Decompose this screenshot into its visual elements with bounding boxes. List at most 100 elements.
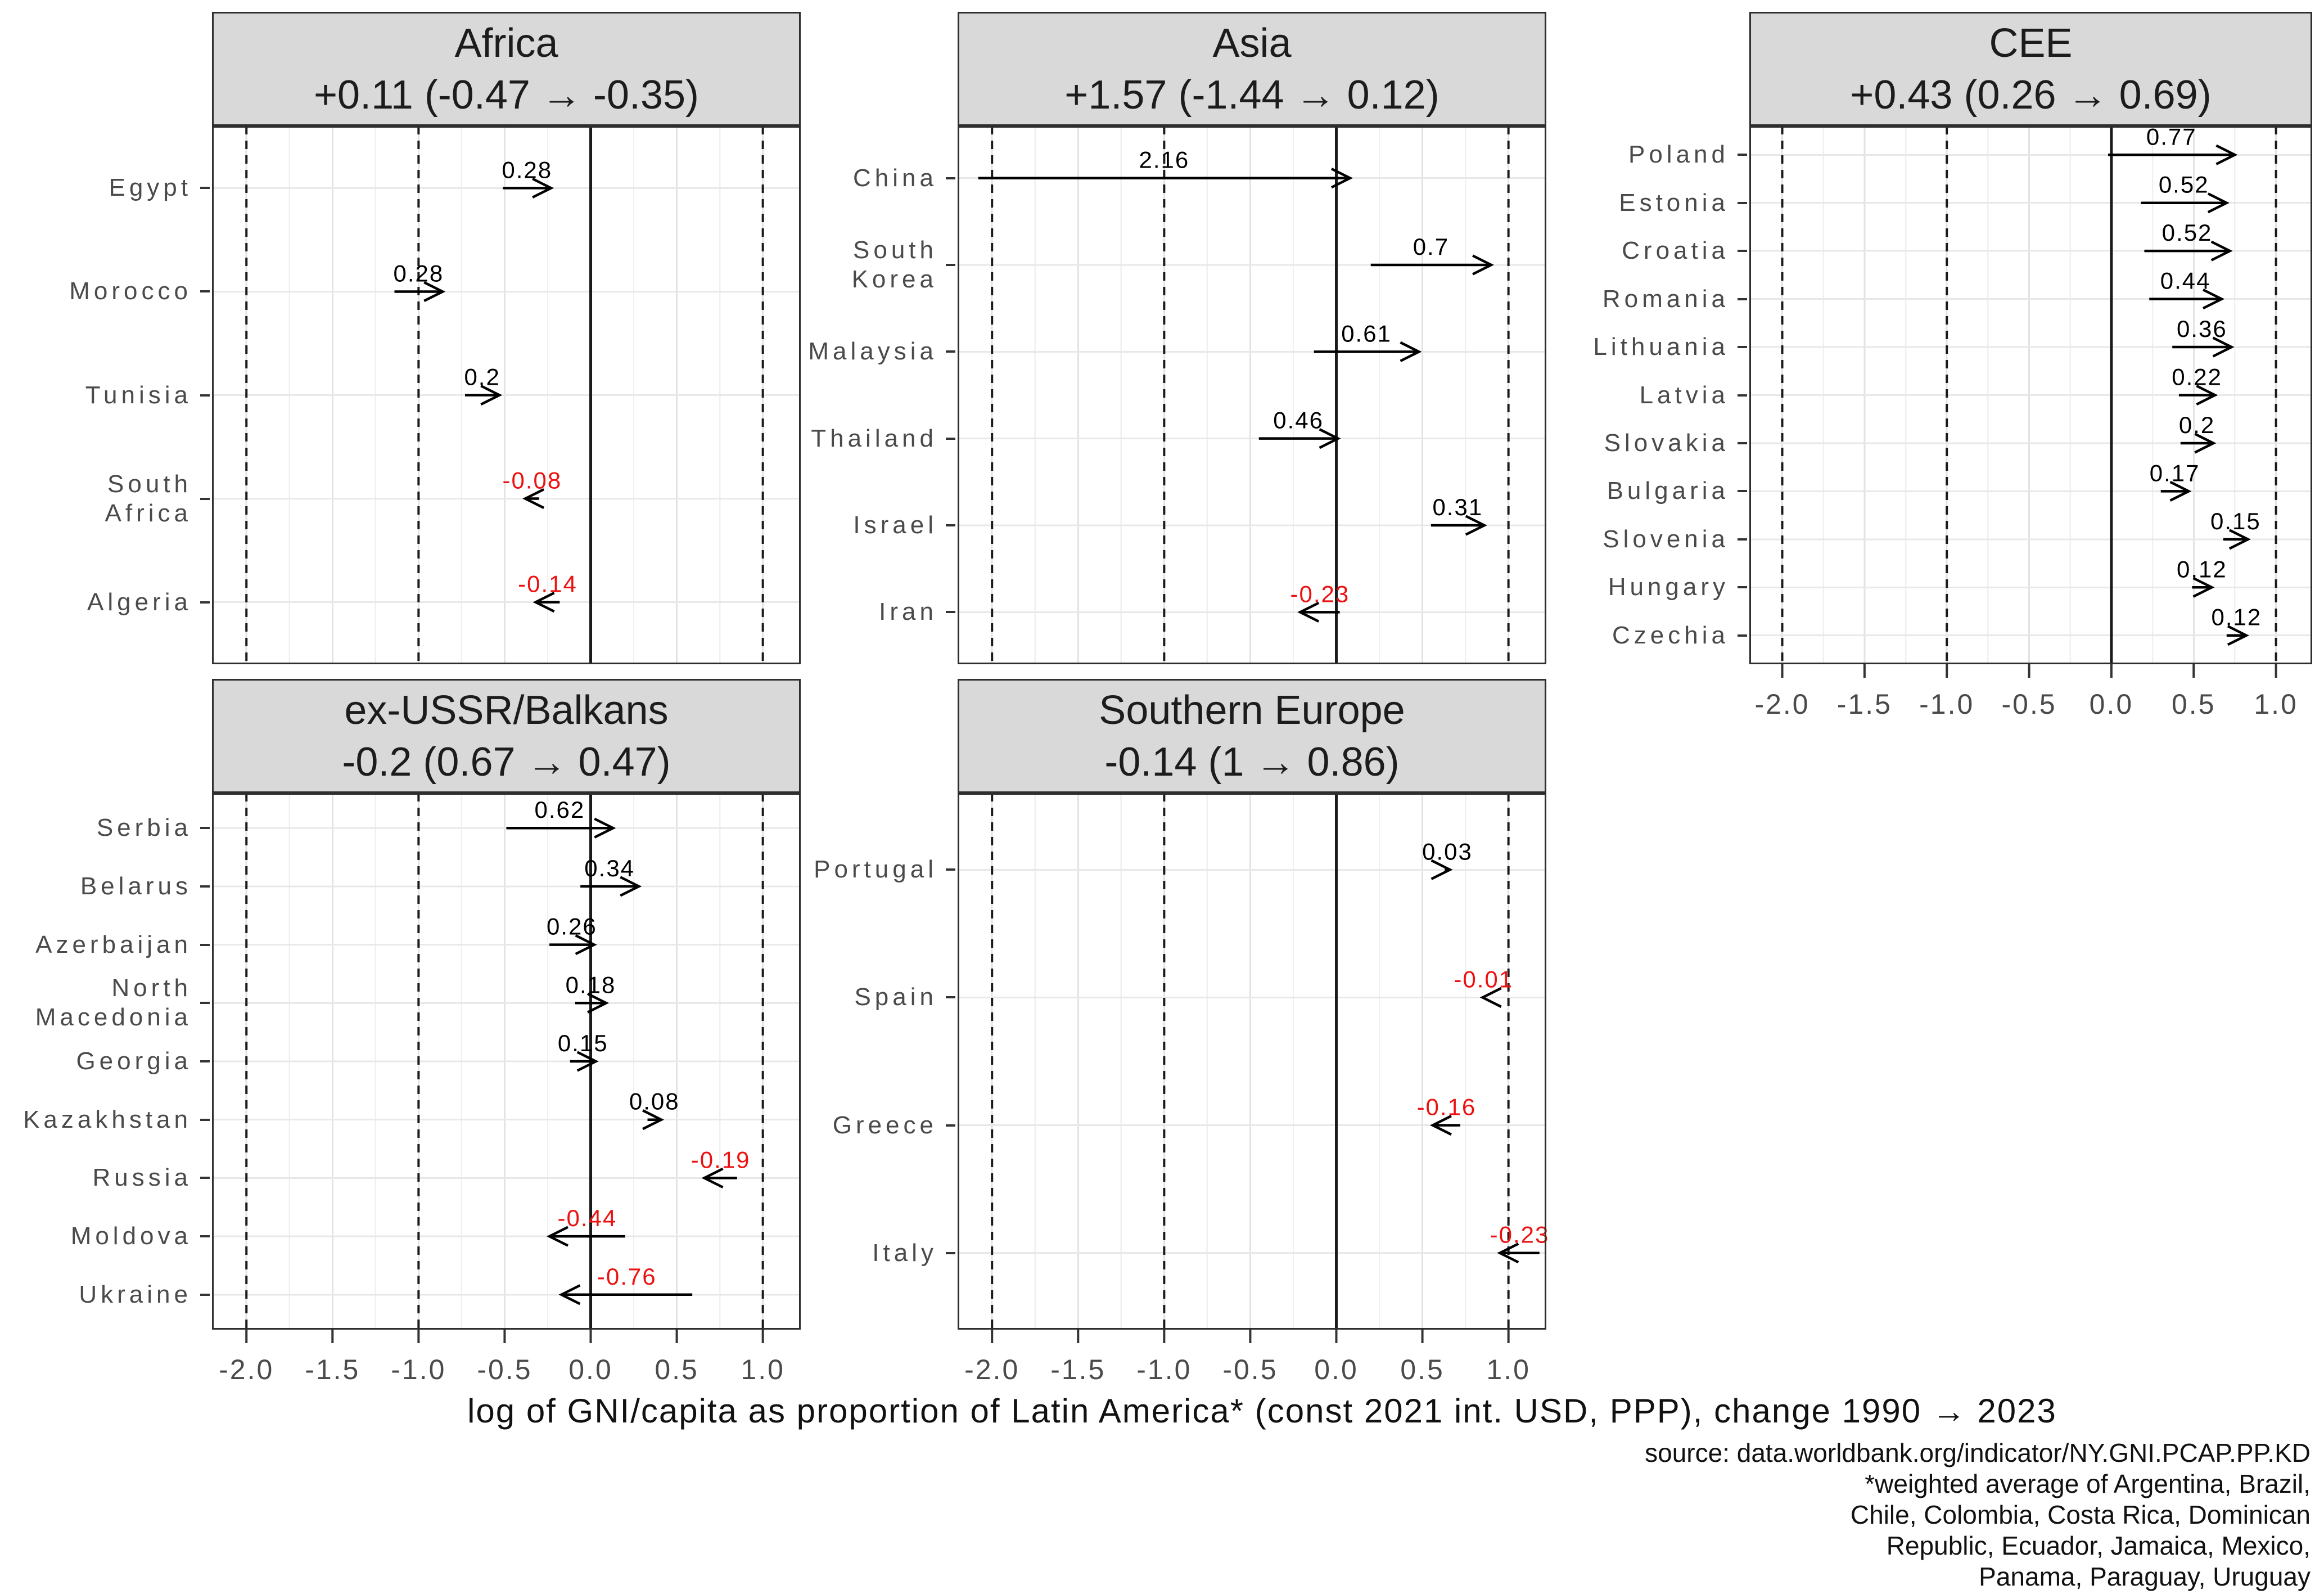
arrow-tunisia: 0.2 [464, 364, 503, 406]
y-tick-mark [946, 611, 955, 614]
country-label-croatia: Croatia [1622, 237, 1729, 265]
country-label-israel: Israel [853, 511, 937, 539]
change-label: 2.16 [1139, 147, 1189, 173]
caption-footnote-line: Republic, Ecuador, Jamaica, Mexico, [1886, 1531, 2311, 1560]
y-tick-mark [200, 394, 210, 397]
arrow-head [2227, 625, 2249, 646]
arrow-algeria: -0.14 [518, 571, 576, 613]
arrow-italy: -0.23 [1490, 1222, 1550, 1264]
country-label-bulgaria: Bulgaria [1607, 477, 1729, 505]
arrow-head [547, 1226, 569, 1247]
y-tick-mark [200, 601, 210, 604]
change-label: -0.01 [1454, 966, 1513, 992]
y-tick-mark [200, 1293, 210, 1296]
arrow-head [620, 876, 642, 897]
arrow-head [533, 592, 555, 613]
arrow-head [1429, 1115, 1452, 1136]
arrow-kazakhstan: 0.08 [629, 1088, 680, 1131]
country-label-thailand: Thailand [811, 424, 937, 452]
country-label-estonia: Estonia [1619, 188, 1729, 217]
arrow-morocco: 0.28 [393, 260, 446, 302]
x-tick-label: -1.5 [1050, 1354, 1105, 1385]
arrow-head [1319, 428, 1341, 449]
y-tick-mark [1738, 442, 1747, 444]
country-label-russia: Russia [92, 1164, 192, 1192]
change-label: 0.08 [629, 1088, 680, 1115]
x-tick-label: -0.5 [1222, 1354, 1278, 1385]
change-label: -0.16 [1417, 1094, 1477, 1120]
facet-strip-southern-europe: Southern Europe -0.14 (1 → 0.86) [958, 679, 1546, 793]
arrow-north-macedonia: 0.18 [566, 971, 615, 1014]
arrow-malaysia: 0.61 [1314, 320, 1422, 362]
x-tick-label: 0.0 [2090, 688, 2134, 720]
y-tick-mark [946, 868, 955, 871]
change-label: 0.61 [1341, 320, 1392, 346]
facet-strip-asia: Asia +1.57 (-1.44 → 0.12) [958, 12, 1546, 126]
country-label-belarus: Belarus [80, 872, 192, 900]
x-tick-label: -2.0 [219, 1354, 274, 1385]
arrow-latvia: 0.22 [2172, 364, 2221, 406]
arrow-head [1430, 859, 1453, 880]
change-label: 0.12 [2177, 556, 2227, 582]
facet-subtitle: -0.2 (0.67 → 0.47) [342, 739, 671, 785]
y-tick-mark [946, 350, 955, 353]
arrow-head [587, 992, 610, 1014]
country-label-moldova: Moldova [70, 1222, 192, 1250]
facet-panel-africa: 0.28 0.28 0.2 -0.08 -0.14 [212, 126, 801, 664]
y-tick-mark [1738, 250, 1747, 253]
arrow-head [701, 1167, 724, 1188]
x-axis-title: log of GNI/capita as proportion of Latin… [467, 1392, 2057, 1430]
facet-strip-africa: Africa +0.11 (-0.47 → -0.35) [212, 12, 801, 126]
country-label-morocco: Morocco [69, 277, 192, 305]
change-label: 0.12 [2211, 604, 2262, 631]
arrow-head [2194, 433, 2217, 454]
x-tick-label: -0.5 [477, 1354, 532, 1385]
facet-subtitle: +0.43 (0.26 → 0.69) [1850, 72, 2212, 118]
y-tick-mark [946, 1251, 955, 1254]
country-label-latvia: Latvia [1639, 381, 1729, 409]
arrow-romania: 0.44 [2149, 268, 2225, 310]
caption-footnote-line: Chile, Colombia, Costa Rica, Dominican [1850, 1500, 2311, 1529]
arrow-head [2192, 577, 2215, 598]
change-label: 0.52 [2159, 172, 2209, 198]
country-label-czechia: Czechia [1612, 621, 1729, 649]
y-tick-mark [1738, 538, 1747, 541]
x-tick-label: -0.5 [2001, 688, 2056, 720]
change-label: 0.03 [1422, 838, 1473, 864]
change-label: -0.23 [1490, 1222, 1550, 1248]
change-label: 0.28 [502, 156, 552, 183]
arrow-head [1297, 601, 1320, 623]
change-label: 0.62 [535, 796, 585, 823]
panel-background [958, 793, 1546, 1330]
y-tick-mark [200, 827, 210, 830]
change-label: 0.34 [584, 855, 635, 881]
arrow-israel: 0.31 [1430, 494, 1487, 536]
arrow-head [1497, 1242, 1519, 1264]
country-label-romania: Romania [1602, 285, 1729, 313]
country-label-china: China [853, 164, 937, 192]
country-label-lithuania: Lithuania [1593, 333, 1729, 361]
arrow-portugal: 0.03 [1422, 838, 1473, 880]
arrow-head [558, 1284, 581, 1305]
arrow-russia: -0.19 [691, 1146, 750, 1188]
arrow-head [2207, 192, 2230, 214]
arrow-czechia: 0.12 [2211, 604, 2262, 646]
arrow-croatia: 0.52 [2144, 219, 2233, 262]
change-label: 0.17 [2150, 460, 2200, 486]
panel-border [212, 793, 801, 1330]
y-tick-mark [1738, 201, 1747, 204]
caption-footnote-line: Panama, Paraguay, Uruguay [1979, 1562, 2311, 1591]
y-tick-mark [200, 1060, 210, 1062]
country-label-iran: Iran [879, 598, 937, 626]
country-label-georgia: Georgia [76, 1047, 192, 1075]
change-label: -0.08 [503, 467, 562, 494]
arrow-spain: -0.01 [1454, 966, 1513, 1008]
arrow-greece: -0.16 [1417, 1094, 1477, 1136]
arrow-head [576, 1051, 599, 1072]
arrow-hungary: 0.12 [2177, 556, 2227, 598]
change-label: -0.44 [558, 1205, 617, 1231]
facet-title: ex-USSR/Balkans [344, 687, 669, 733]
country-label-slovakia: Slovakia [1604, 429, 1729, 457]
y-tick-mark [1738, 346, 1747, 349]
